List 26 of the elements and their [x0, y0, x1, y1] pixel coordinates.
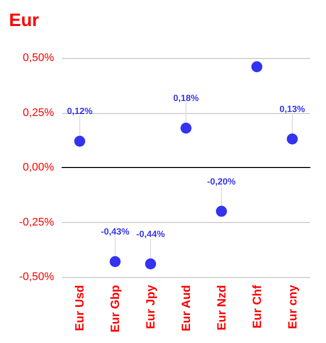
point: [145, 258, 156, 270]
x-tick-label: Eur Jpy: [144, 284, 158, 330]
chart-title: Eur: [9, 10, 40, 30]
point: [216, 206, 227, 217]
data-label: 0,13%: [280, 104, 306, 114]
data-label: 0,12%: [66, 106, 92, 116]
data-label: -0,44%: [136, 228, 165, 239]
x-tick-label: Eur Aud: [179, 285, 193, 332]
x-tick-label: Eur Nzd: [214, 285, 228, 330]
y-tick-label: 0,00%: [22, 162, 54, 174]
point: [74, 136, 86, 147]
point: [110, 256, 121, 268]
y-tick-label: -0,50%: [19, 271, 54, 283]
x-tick-label: Eur cny: [285, 284, 300, 330]
x-tick-label: Eur Gbp: [108, 285, 122, 332]
data-label: -0,20%: [207, 176, 236, 186]
x-tick-label: Eur Usd: [72, 285, 87, 332]
data-label: 0,18%: [173, 93, 199, 104]
y-tick-label: -0,25%: [19, 216, 54, 228]
point: [180, 122, 192, 134]
point: [251, 61, 262, 72]
data-label: -0,43%: [100, 226, 130, 237]
x-tick-label: Eur Chf: [250, 284, 264, 328]
y-tick-label: 0,25%: [22, 106, 54, 119]
point: [286, 134, 298, 145]
y-tick-label: 0,50%: [22, 52, 54, 64]
